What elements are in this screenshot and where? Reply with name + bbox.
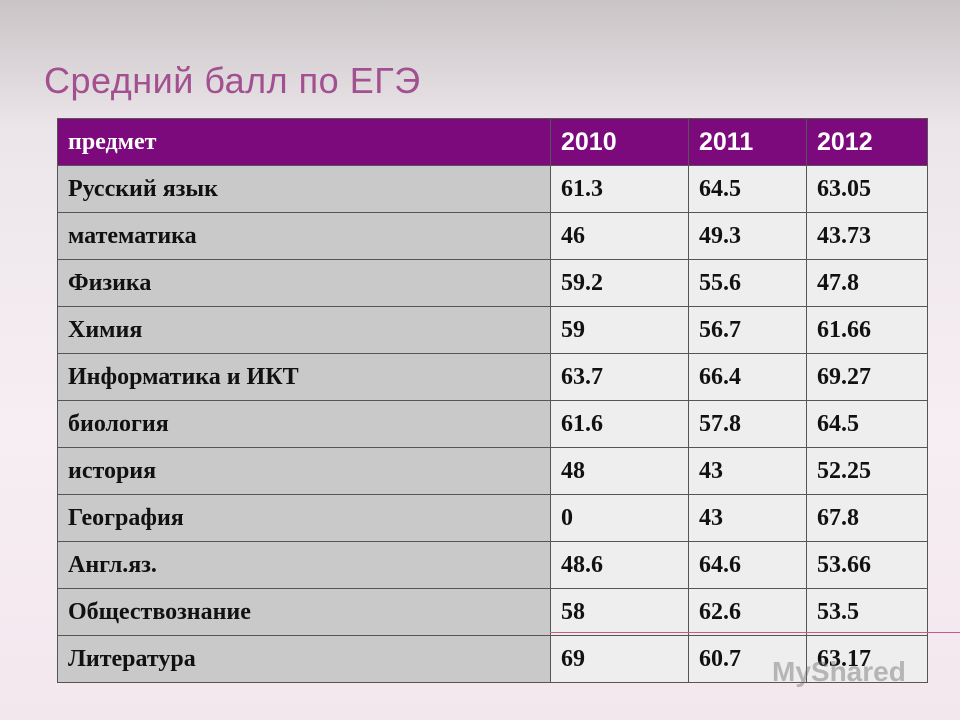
table-row: Русский язык 61.3 64.5 63.05 — [57, 165, 928, 213]
score-cell: 43 — [688, 494, 807, 542]
score-cell: 56.7 — [688, 306, 807, 354]
score-cell: 53.5 — [806, 588, 928, 636]
decor-line — [550, 632, 960, 633]
subject-cell: биология — [57, 400, 551, 448]
score-table: предмет 2010 2011 2012 Русский язык 61.3 64.5… — [57, 118, 928, 683]
table-row: Обществознание 58 62.6 53.5 — [57, 588, 928, 636]
score-cell: 63.7 — [550, 353, 689, 401]
subject-cell: Физика — [57, 259, 551, 307]
column-header: 2011 — [688, 118, 807, 166]
score-cell: 57.8 — [688, 400, 807, 448]
column-header: 2010 — [550, 118, 689, 166]
score-cell: 53.66 — [806, 541, 928, 589]
watermark: MyShared — [772, 656, 906, 687]
table-body: Русский язык 61.3 64.5 63.05 математика 46 49.… — [57, 165, 928, 683]
table-row: Информатика и ИКТ 63.7 66.4 69.27 — [57, 353, 928, 401]
slide-title: Средний балл по ЕГЭ — [44, 60, 421, 101]
column-header: 2012 — [806, 118, 928, 166]
score-cell: 46 — [550, 212, 689, 260]
subject-cell: история — [57, 447, 551, 495]
score-cell: 63.17 — [806, 635, 928, 683]
subject-cell: Химия — [57, 306, 551, 354]
subject-cell: Литература — [57, 635, 551, 683]
score-cell: 48 — [550, 447, 689, 495]
subject-cell: Англ.яз. — [57, 541, 551, 589]
score-cell: 67.8 — [806, 494, 928, 542]
score-cell: 61.66 — [806, 306, 928, 354]
score-cell: 64.5 — [806, 400, 928, 448]
score-cell: 48.6 — [550, 541, 689, 589]
score-cell: 69 — [550, 635, 689, 683]
score-cell: 64.5 — [688, 165, 807, 213]
score-cell: 59.2 — [550, 259, 689, 307]
score-cell: 47.8 — [806, 259, 928, 307]
score-cell: 43 — [688, 447, 807, 495]
table-row: Литература 69 60.7 63.17 — [57, 635, 928, 683]
score-cell: 43.73 — [806, 212, 928, 260]
subject-cell: математика — [57, 212, 551, 260]
score-cell: 52.25 — [806, 447, 928, 495]
subject-cell: Информатика и ИКТ — [57, 353, 551, 401]
score-cell: 49.3 — [688, 212, 807, 260]
table-row: Англ.яз. 48.6 64.6 53.66 — [57, 541, 928, 589]
column-header: предмет — [57, 118, 551, 166]
subject-cell: Русский язык — [57, 165, 551, 213]
score-cell: 66.4 — [688, 353, 807, 401]
table-row: история 48 43 52.25 — [57, 447, 928, 495]
header-row: предмет 2010 2011 2012 — [57, 118, 928, 166]
table-row: Физика 59.2 55.6 47.8 — [57, 259, 928, 307]
table-row: математика 46 49.3 43.73 — [57, 212, 928, 260]
subject-cell: Обществознание — [57, 588, 551, 636]
score-cell: 61.3 — [550, 165, 689, 213]
score-cell: 0 — [550, 494, 689, 542]
score-cell: 55.6 — [688, 259, 807, 307]
score-cell: 61.6 — [550, 400, 689, 448]
subject-cell: География — [57, 494, 551, 542]
table-row: Химия 59 56.7 61.66 — [57, 306, 928, 354]
table-row: География 0 43 67.8 — [57, 494, 928, 542]
score-cell: 59 — [550, 306, 689, 354]
score-cell: 64.6 — [688, 541, 807, 589]
score-cell: 69.27 — [806, 353, 928, 401]
score-cell: 60.7 — [688, 635, 807, 683]
table-row: биология 61.6 57.8 64.5 — [57, 400, 928, 448]
score-cell: 63.05 — [806, 165, 928, 213]
score-cell: 58 — [550, 588, 689, 636]
score-cell: 62.6 — [688, 588, 807, 636]
